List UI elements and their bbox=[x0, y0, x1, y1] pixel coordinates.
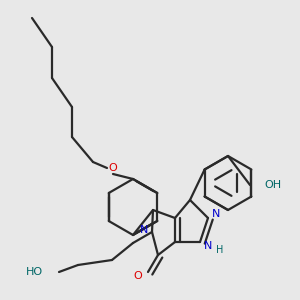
Text: N: N bbox=[212, 209, 220, 219]
Text: O: O bbox=[109, 163, 117, 173]
Text: N: N bbox=[204, 241, 212, 251]
Text: OH: OH bbox=[264, 180, 281, 190]
Text: N: N bbox=[140, 225, 148, 235]
Text: H: H bbox=[216, 245, 224, 255]
Text: HO: HO bbox=[26, 267, 43, 277]
Text: O: O bbox=[134, 271, 142, 281]
